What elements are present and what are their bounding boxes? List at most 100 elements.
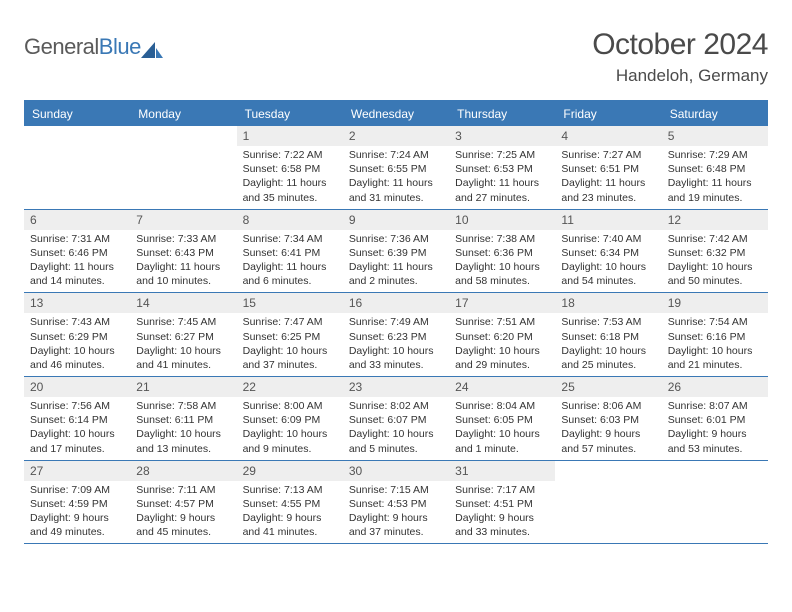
day-cell: 10Sunrise: 7:38 AMSunset: 6:36 PMDayligh…: [449, 210, 555, 293]
sunrise-text: Sunrise: 7:31 AM: [30, 232, 124, 246]
header: GeneralBlue October 2024 Handeloh, Germa…: [24, 28, 768, 86]
sunrise-text: Sunrise: 8:00 AM: [243, 399, 337, 413]
day-cell: 19Sunrise: 7:54 AMSunset: 6:16 PMDayligh…: [662, 293, 768, 376]
day-details: Sunrise: 7:27 AMSunset: 6:51 PMDaylight:…: [555, 146, 661, 209]
day-details: Sunrise: 7:40 AMSunset: 6:34 PMDaylight:…: [555, 230, 661, 293]
daylight-text: Daylight: 10 hours and 37 minutes.: [243, 344, 337, 372]
day-cell: 20Sunrise: 7:56 AMSunset: 6:14 PMDayligh…: [24, 377, 130, 460]
dow-saturday: Saturday: [662, 102, 768, 126]
daylight-text: Daylight: 9 hours and 45 minutes.: [136, 511, 230, 539]
day-number: 18: [555, 293, 661, 313]
sunset-text: Sunset: 6:20 PM: [455, 330, 549, 344]
month-title: October 2024: [592, 28, 768, 62]
daylight-text: Daylight: 11 hours and 27 minutes.: [455, 176, 549, 204]
sunset-text: Sunset: 6:43 PM: [136, 246, 230, 260]
sunset-text: Sunset: 6:41 PM: [243, 246, 337, 260]
sunset-text: Sunset: 6:14 PM: [30, 413, 124, 427]
sunrise-text: Sunrise: 7:29 AM: [668, 148, 762, 162]
day-cell: 12Sunrise: 7:42 AMSunset: 6:32 PMDayligh…: [662, 210, 768, 293]
day-cell: 30Sunrise: 7:15 AMSunset: 4:53 PMDayligh…: [343, 461, 449, 544]
sunrise-text: Sunrise: 7:17 AM: [455, 483, 549, 497]
sunset-text: Sunset: 6:55 PM: [349, 162, 443, 176]
day-details: Sunrise: 7:53 AMSunset: 6:18 PMDaylight:…: [555, 313, 661, 376]
day-number: 23: [343, 377, 449, 397]
day-cell: 9Sunrise: 7:36 AMSunset: 6:39 PMDaylight…: [343, 210, 449, 293]
sunset-text: Sunset: 6:34 PM: [561, 246, 655, 260]
day-cell: 8Sunrise: 7:34 AMSunset: 6:41 PMDaylight…: [237, 210, 343, 293]
day-cell: [555, 461, 661, 544]
day-number: 29: [237, 461, 343, 481]
day-cell: 4Sunrise: 7:27 AMSunset: 6:51 PMDaylight…: [555, 126, 661, 209]
day-details: Sunrise: 7:33 AMSunset: 6:43 PMDaylight:…: [130, 230, 236, 293]
sunset-text: Sunset: 6:07 PM: [349, 413, 443, 427]
day-cell: [130, 126, 236, 209]
day-details: Sunrise: 7:38 AMSunset: 6:36 PMDaylight:…: [449, 230, 555, 293]
daylight-text: Daylight: 9 hours and 33 minutes.: [455, 511, 549, 539]
sunset-text: Sunset: 6:09 PM: [243, 413, 337, 427]
day-cell: 11Sunrise: 7:40 AMSunset: 6:34 PMDayligh…: [555, 210, 661, 293]
day-cell: 27Sunrise: 7:09 AMSunset: 4:59 PMDayligh…: [24, 461, 130, 544]
sunrise-text: Sunrise: 7:56 AM: [30, 399, 124, 413]
day-cell: 3Sunrise: 7:25 AMSunset: 6:53 PMDaylight…: [449, 126, 555, 209]
day-details: Sunrise: 7:31 AMSunset: 6:46 PMDaylight:…: [24, 230, 130, 293]
week-row: 6Sunrise: 7:31 AMSunset: 6:46 PMDaylight…: [24, 210, 768, 294]
dow-thursday: Thursday: [449, 102, 555, 126]
calendar-page: GeneralBlue October 2024 Handeloh, Germa…: [0, 0, 792, 544]
sunset-text: Sunset: 6:01 PM: [668, 413, 762, 427]
daylight-text: Daylight: 11 hours and 31 minutes.: [349, 176, 443, 204]
daylight-text: Daylight: 11 hours and 6 minutes.: [243, 260, 337, 288]
day-number: 11: [555, 210, 661, 230]
week-row: 13Sunrise: 7:43 AMSunset: 6:29 PMDayligh…: [24, 293, 768, 377]
day-cell: 2Sunrise: 7:24 AMSunset: 6:55 PMDaylight…: [343, 126, 449, 209]
daylight-text: Daylight: 11 hours and 10 minutes.: [136, 260, 230, 288]
day-number: 3: [449, 126, 555, 146]
day-cell: 13Sunrise: 7:43 AMSunset: 6:29 PMDayligh…: [24, 293, 130, 376]
daylight-text: Daylight: 10 hours and 25 minutes.: [561, 344, 655, 372]
sunrise-text: Sunrise: 7:36 AM: [349, 232, 443, 246]
week-row: 20Sunrise: 7:56 AMSunset: 6:14 PMDayligh…: [24, 377, 768, 461]
sunrise-text: Sunrise: 7:27 AM: [561, 148, 655, 162]
day-details: Sunrise: 7:29 AMSunset: 6:48 PMDaylight:…: [662, 146, 768, 209]
sunset-text: Sunset: 6:51 PM: [561, 162, 655, 176]
sunset-text: Sunset: 6:32 PM: [668, 246, 762, 260]
sunset-text: Sunset: 6:16 PM: [668, 330, 762, 344]
day-details: Sunrise: 7:51 AMSunset: 6:20 PMDaylight:…: [449, 313, 555, 376]
sunrise-text: Sunrise: 8:06 AM: [561, 399, 655, 413]
sunset-text: Sunset: 6:18 PM: [561, 330, 655, 344]
day-details: Sunrise: 7:42 AMSunset: 6:32 PMDaylight:…: [662, 230, 768, 293]
logo-text: GeneralBlue: [24, 34, 141, 60]
day-number: 17: [449, 293, 555, 313]
logo-text-1: General: [24, 34, 99, 59]
sunset-text: Sunset: 4:53 PM: [349, 497, 443, 511]
sunrise-text: Sunrise: 7:43 AM: [30, 315, 124, 329]
sunset-text: Sunset: 6:39 PM: [349, 246, 443, 260]
daylight-text: Daylight: 10 hours and 46 minutes.: [30, 344, 124, 372]
day-details: Sunrise: 7:43 AMSunset: 6:29 PMDaylight:…: [24, 313, 130, 376]
dow-wednesday: Wednesday: [343, 102, 449, 126]
day-cell: 16Sunrise: 7:49 AMSunset: 6:23 PMDayligh…: [343, 293, 449, 376]
day-number: 7: [130, 210, 236, 230]
sunset-text: Sunset: 4:57 PM: [136, 497, 230, 511]
sunset-text: Sunset: 6:29 PM: [30, 330, 124, 344]
day-details: Sunrise: 7:47 AMSunset: 6:25 PMDaylight:…: [237, 313, 343, 376]
daylight-text: Daylight: 10 hours and 13 minutes.: [136, 427, 230, 455]
sunrise-text: Sunrise: 7:09 AM: [30, 483, 124, 497]
day-number: 15: [237, 293, 343, 313]
day-details: Sunrise: 7:58 AMSunset: 6:11 PMDaylight:…: [130, 397, 236, 460]
sunrise-text: Sunrise: 8:02 AM: [349, 399, 443, 413]
daylight-text: Daylight: 10 hours and 54 minutes.: [561, 260, 655, 288]
day-number: 27: [24, 461, 130, 481]
sunrise-text: Sunrise: 8:04 AM: [455, 399, 549, 413]
day-number: 16: [343, 293, 449, 313]
day-details: Sunrise: 7:15 AMSunset: 4:53 PMDaylight:…: [343, 481, 449, 544]
sunrise-text: Sunrise: 7:51 AM: [455, 315, 549, 329]
daylight-text: Daylight: 11 hours and 23 minutes.: [561, 176, 655, 204]
logo: GeneralBlue: [24, 28, 163, 60]
dow-monday: Monday: [130, 102, 236, 126]
day-of-week-row: Sunday Monday Tuesday Wednesday Thursday…: [24, 102, 768, 126]
sunset-text: Sunset: 6:23 PM: [349, 330, 443, 344]
sunrise-text: Sunrise: 7:25 AM: [455, 148, 549, 162]
dow-tuesday: Tuesday: [237, 102, 343, 126]
day-cell: 25Sunrise: 8:06 AMSunset: 6:03 PMDayligh…: [555, 377, 661, 460]
daylight-text: Daylight: 9 hours and 37 minutes.: [349, 511, 443, 539]
